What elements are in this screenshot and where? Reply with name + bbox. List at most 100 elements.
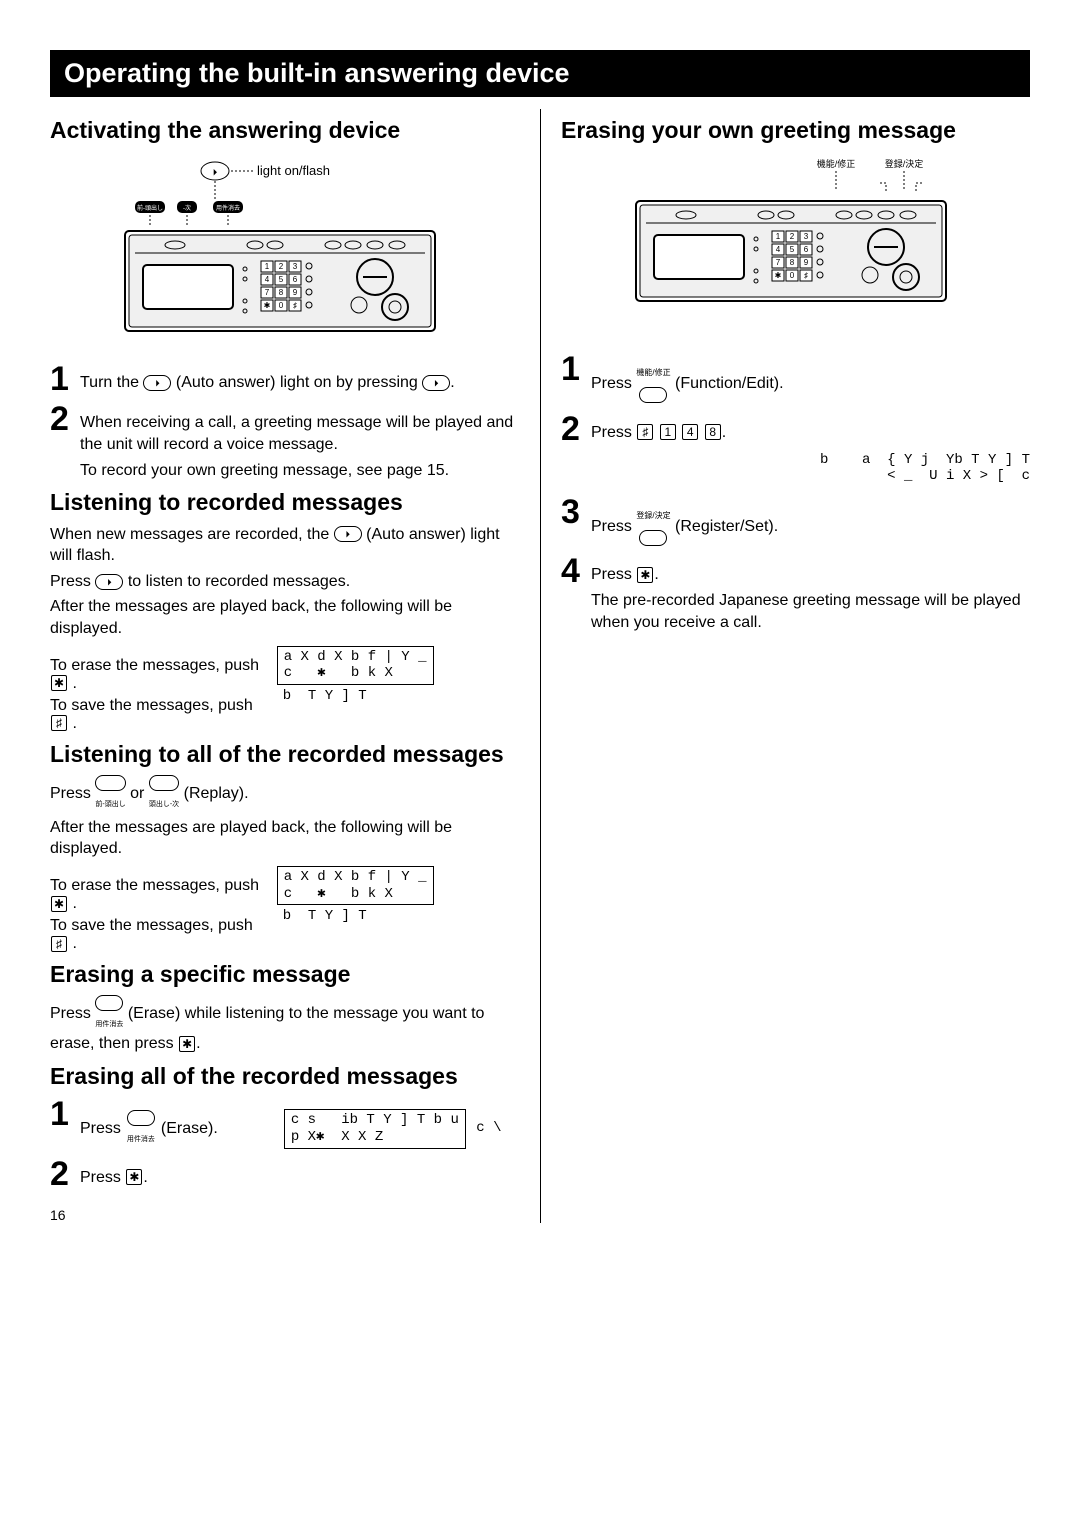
auto-answer-icon: ⏵ xyxy=(334,526,362,542)
lcd-display: a X d X b f | Y _ c ✱ b k X xyxy=(277,866,434,906)
text: When receiving a call, a greeting messag… xyxy=(80,414,513,453)
star-key-icon: ✱ xyxy=(637,567,653,583)
step-1-erase-greeting: 1 Press 機能/修正 (Function/Edit). xyxy=(561,352,1030,405)
lcd-display: c s ib T Y ] T b u p X✱ X X Z xyxy=(284,1109,466,1149)
step-number: 2 xyxy=(50,1157,74,1191)
page-number: 16 xyxy=(50,1207,520,1223)
svg-text:⏵: ⏵ xyxy=(213,167,218,177)
svg-text:前-頭出し: 前-頭出し xyxy=(137,204,163,212)
heading-listening: Listening to recorded messages xyxy=(50,489,520,515)
heading-activating: Activating the answering device xyxy=(50,117,520,143)
step-4-erase-greeting: 4 Press ✱. The pre-recorded Japanese gre… xyxy=(561,554,1030,633)
step-number: 4 xyxy=(561,554,585,588)
content-columns: Activating the answering device ⏵ light … xyxy=(50,109,1030,1223)
device-diagram-left: ⏵ light on/flash 前-頭出し -次 用件消去 xyxy=(50,153,520,348)
svg-text:0: 0 xyxy=(789,271,794,280)
text: To save the messages, push xyxy=(50,917,253,934)
key-8-icon: 8 xyxy=(705,424,721,440)
text: To save the messages, push xyxy=(50,697,253,714)
svg-text:用件消去: 用件消去 xyxy=(216,204,240,212)
lcd-extra: c \ xyxy=(476,1120,501,1137)
paragraph: When new messages are recorded, the ⏵ (A… xyxy=(50,524,520,567)
text: To record your own greeting message, see… xyxy=(80,462,449,479)
heading-erase-specific: Erasing a specific message xyxy=(50,961,520,987)
star-key-icon: ✱ xyxy=(179,1036,195,1052)
right-column: Erasing your own greeting message 機能/修正 … xyxy=(540,109,1030,1223)
svg-text:2: 2 xyxy=(279,262,284,271)
step-2-erase-greeting: 2 Press ♯ 1 4 8. xyxy=(561,412,1030,446)
step-number: 1 xyxy=(561,352,585,386)
text: Turn the xyxy=(80,374,139,391)
step-1-erase-all: 1 Press 用件消去 (Erase). c s ib T Y ] T b u… xyxy=(50,1097,520,1151)
svg-text:4: 4 xyxy=(265,275,270,284)
svg-text:6: 6 xyxy=(293,275,298,284)
step-number: 1 xyxy=(50,1097,74,1131)
text: . xyxy=(72,935,76,952)
svg-text:0: 0 xyxy=(279,301,284,310)
svg-text:light on/flash: light on/flash xyxy=(257,163,330,178)
erase-button-icon: 用件消去 xyxy=(127,1110,155,1148)
key-4-icon: 4 xyxy=(682,424,698,440)
step-2-activating: 2 When receiving a call, a greeting mess… xyxy=(50,402,520,481)
lcd-extra: b T Y ] T xyxy=(283,908,367,925)
device-diagram-right: 機能/修正 登録/決定 xyxy=(561,153,1030,338)
function-edit-button-icon: 機能/修正 xyxy=(636,362,670,405)
replay-next-button-icon: 頭出し-次 xyxy=(149,775,179,813)
page-title: Operating the built-in answering device xyxy=(50,50,1030,97)
text: . xyxy=(72,715,76,732)
text: . xyxy=(450,374,454,391)
left-column: Activating the answering device ⏵ light … xyxy=(50,109,540,1223)
svg-text:6: 6 xyxy=(803,245,808,254)
step-3-erase-greeting: 3 Press 登録/決定 (Register/Set). xyxy=(561,495,1030,548)
step-number: 1 xyxy=(50,362,74,396)
svg-text:7: 7 xyxy=(775,258,780,267)
paragraph: After the messages are played back, the … xyxy=(50,596,520,639)
heading-erase-all: Erasing all of the recorded messages xyxy=(50,1063,520,1089)
svg-text:8: 8 xyxy=(789,258,794,267)
svg-text:登録/決定: 登録/決定 xyxy=(884,158,923,169)
key-1-icon: 1 xyxy=(660,424,676,440)
text: . xyxy=(73,675,77,692)
paragraph: Press 前-頭出し or 頭出し-次 (Replay). xyxy=(50,775,520,813)
svg-text:✱: ✱ xyxy=(774,271,781,280)
step-1-activating: 1 Turn the ⏵ (Auto answer) light on by p… xyxy=(50,362,520,396)
star-key-icon: ✱ xyxy=(51,675,67,691)
register-set-button-icon: 登録/決定 xyxy=(636,505,670,548)
step-number: 2 xyxy=(561,412,585,446)
replay-prev-button-icon: 前-頭出し xyxy=(95,775,125,813)
svg-text:-次: -次 xyxy=(183,204,191,212)
text: To erase the messages, push xyxy=(50,877,259,894)
paragraph: Press 用件消去 (Erase) while listening to th… xyxy=(50,995,520,1054)
svg-text:5: 5 xyxy=(279,275,284,284)
svg-text:3: 3 xyxy=(293,262,298,271)
svg-text:♯: ♯ xyxy=(804,271,808,280)
svg-text:機能/修正: 機能/修正 xyxy=(816,158,855,169)
star-key-icon: ✱ xyxy=(51,896,67,912)
erase-save-block-2: To erase the messages, push ✱ . To save … xyxy=(50,864,520,953)
step-number: 3 xyxy=(561,495,585,529)
heading-listening-all: Listening to all of the recorded message… xyxy=(50,741,520,767)
lcd-extra: b a { Y j Yb T Y ] T < _ U i X > [ c xyxy=(820,452,1030,486)
svg-text:✱: ✱ xyxy=(264,301,271,310)
text: (Auto answer) light on by pressing xyxy=(176,374,418,391)
svg-text:7: 7 xyxy=(265,288,270,297)
heading-erase-greeting: Erasing your own greeting message xyxy=(561,117,1030,143)
step-number: 2 xyxy=(50,402,74,436)
svg-text:8: 8 xyxy=(279,288,284,297)
svg-text:9: 9 xyxy=(803,258,808,267)
svg-text:4: 4 xyxy=(775,245,780,254)
erase-save-block: To erase the messages, push ✱ . To save … xyxy=(50,644,520,733)
lcd-extra: b T Y ] T xyxy=(283,688,367,705)
erase-button-icon: 用件消去 xyxy=(95,995,123,1033)
svg-text:1: 1 xyxy=(775,232,780,241)
lcd-display: a X d X b f | Y _ c ✱ b k X xyxy=(277,646,434,686)
auto-answer-icon: ⏵ xyxy=(143,375,171,391)
hash-key-icon: ♯ xyxy=(637,424,653,440)
paragraph: Press ⏵ to listen to recorded messages. xyxy=(50,571,520,593)
auto-answer-icon: ⏵ xyxy=(422,375,450,391)
auto-answer-icon: ⏵ xyxy=(95,574,123,590)
paragraph: After the messages are played back, the … xyxy=(50,817,520,860)
svg-text:9: 9 xyxy=(293,288,298,297)
svg-text:2: 2 xyxy=(789,232,794,241)
svg-text:3: 3 xyxy=(803,232,808,241)
